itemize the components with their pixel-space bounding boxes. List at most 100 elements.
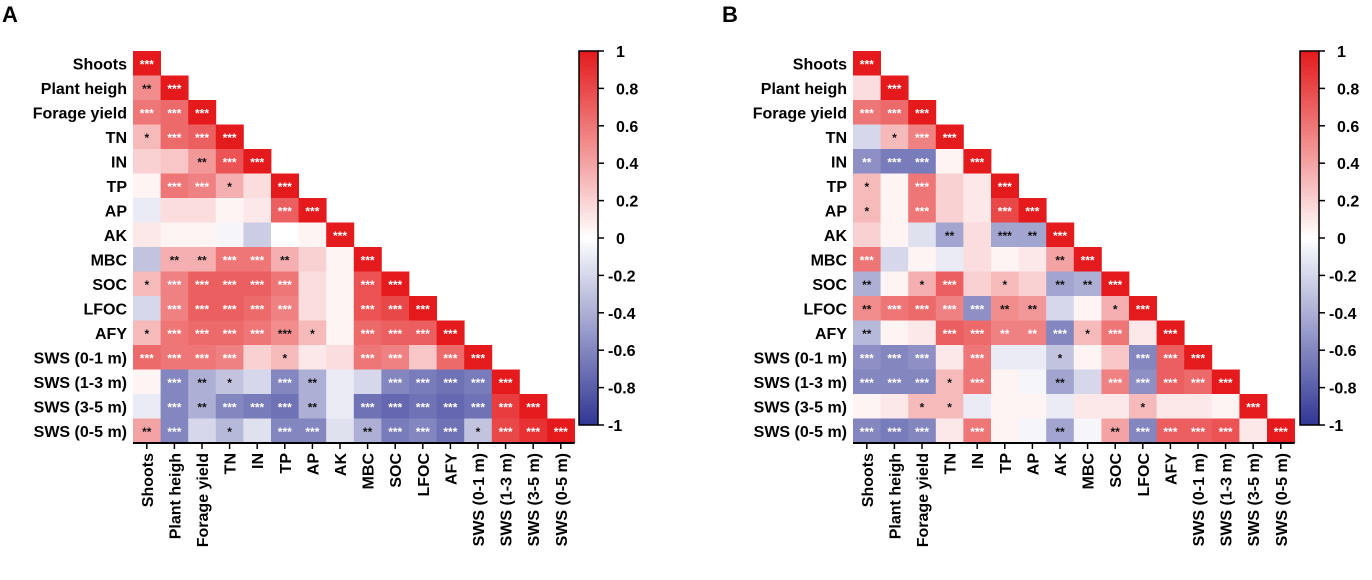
heatmap-cell [908, 222, 937, 248]
significance-label: *** [195, 278, 209, 292]
heatmap-cell [853, 75, 881, 101]
column-label: MBC [1081, 453, 1098, 490]
heatmap-cell [853, 124, 881, 150]
significance-label: *** [887, 302, 901, 316]
significance-label: *** [1136, 351, 1150, 365]
heatmap-cell [271, 222, 299, 248]
heatmap-cell [1156, 369, 1185, 395]
row-label: AP [825, 203, 848, 220]
significance-label: *** [943, 131, 957, 145]
heatmap-cell [853, 345, 881, 370]
significance-label: *** [1163, 351, 1177, 365]
heatmap-cell [963, 394, 992, 419]
significance-label: *** [526, 425, 540, 439]
significance-label: *** [1108, 376, 1122, 390]
significance-label: *** [499, 400, 513, 414]
heatmap-cell [188, 173, 217, 199]
heatmap-cell [160, 149, 189, 174]
row-label: Forage yield [753, 105, 847, 122]
heatmap-cell [271, 271, 299, 297]
significance-label: *** [416, 425, 430, 439]
heatmap-cell [298, 271, 327, 297]
row-label: AFY [95, 326, 127, 343]
significance-label: *** [1136, 376, 1150, 390]
heatmap-cell [326, 369, 355, 395]
significance-label: *** [167, 376, 181, 390]
heatmap-cell [353, 345, 382, 370]
heatmap-cell [853, 247, 881, 272]
heatmap-cell [1073, 320, 1102, 346]
heatmap-cell [963, 173, 992, 199]
heatmap-cell [880, 149, 909, 174]
colorbar-tick-label: -0.8 [608, 381, 636, 398]
row-label: SWS (1-3 m) [754, 375, 847, 392]
heatmap-cell [326, 271, 355, 297]
heatmap-cell [1211, 394, 1240, 419]
heatmap-cell [133, 75, 161, 101]
significance-label: * [227, 180, 232, 194]
significance-label: *** [388, 425, 402, 439]
row-label: Plant heigh [41, 81, 127, 98]
colorbar-tick-label: 1 [616, 44, 625, 61]
heatmap-cell [243, 345, 272, 370]
significance-label: * [1140, 400, 1145, 414]
significance-label: *** [860, 57, 874, 71]
heatmap-cell [271, 247, 299, 272]
heatmap-cell [853, 100, 881, 125]
heatmap-cell [409, 418, 437, 444]
heatmap-cell [243, 198, 272, 223]
significance-label: *** [416, 400, 430, 414]
heatmap-cell [853, 418, 881, 444]
heatmap-cell [160, 222, 189, 248]
significance-label: *** [305, 204, 319, 218]
heatmap-cell [1073, 418, 1102, 444]
heatmap-cell [326, 418, 355, 444]
heatmap-cell [1073, 247, 1102, 272]
heatmap-cell [991, 345, 1019, 370]
heatmap-cell [1101, 271, 1130, 297]
heatmap-cell [519, 394, 548, 419]
heatmap-cell [1018, 345, 1047, 370]
heatmap-cell [1156, 418, 1185, 444]
significance-label: *** [140, 106, 154, 120]
significance-label: *** [361, 278, 375, 292]
heatmap-cell [1239, 394, 1268, 419]
heatmap-cell [160, 296, 189, 321]
heatmap-cell [991, 198, 1019, 223]
significance-label: * [282, 351, 287, 365]
heatmap-cell [935, 173, 964, 199]
significance-label: * [947, 376, 952, 390]
heatmap-cell [1129, 369, 1157, 395]
heatmap-cell [188, 100, 217, 125]
heatmap-cell [298, 198, 327, 223]
significance-label: ** [1111, 425, 1121, 439]
significance-label: *** [167, 131, 181, 145]
significance-label: *** [195, 131, 209, 145]
heatmap-cell [188, 418, 217, 444]
heatmap-cell [963, 198, 992, 223]
heatmap-cell [1018, 222, 1047, 248]
significance-label: *** [915, 302, 929, 316]
heatmap-cell [436, 369, 465, 395]
heatmap-cell [1018, 320, 1047, 346]
significance-label: *** [887, 351, 901, 365]
heatmap-cell [1101, 345, 1130, 370]
heatmap-cell [880, 320, 909, 346]
heatmap-cell [1239, 418, 1268, 444]
significance-label: * [227, 376, 232, 390]
heatmap-cell [1211, 418, 1240, 444]
heatmap-cell [880, 296, 909, 321]
column-label: AFY [1163, 453, 1180, 485]
heatmap-cell [243, 222, 272, 248]
heatmap-cell [935, 418, 964, 444]
heatmap-cell [935, 247, 964, 272]
heatmap-cell [908, 173, 937, 199]
heatmap-cell [353, 320, 382, 346]
heatmap-cell [935, 198, 964, 223]
significance-label: *** [223, 327, 237, 341]
heatmap-cell [908, 345, 937, 370]
significance-label: *** [554, 425, 568, 439]
significance-label: * [144, 131, 149, 145]
significance-label: * [1085, 327, 1090, 341]
significance-label: ** [1028, 327, 1038, 341]
